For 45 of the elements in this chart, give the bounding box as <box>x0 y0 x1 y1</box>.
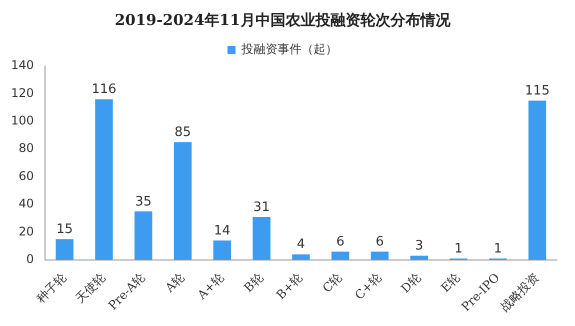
bar <box>134 211 152 260</box>
bar <box>370 252 389 260</box>
data-label: 35 <box>135 194 152 210</box>
y-tick-label: 120 <box>11 86 34 100</box>
x-tick-label: 天使轮 <box>72 270 108 306</box>
data-label: 6 <box>376 234 384 250</box>
x-tick-label: 种子轮 <box>34 270 69 306</box>
data-label: 6 <box>336 234 344 250</box>
x-tick-label: B轮 <box>241 270 266 296</box>
data-label: 31 <box>253 200 270 215</box>
x-tick-label: A轮 <box>162 270 188 296</box>
data-label: 115 <box>524 83 550 98</box>
bar <box>56 239 74 260</box>
data-label: 1 <box>454 241 463 256</box>
x-tick-label: B+轮 <box>274 270 306 302</box>
data-label: 15 <box>56 222 73 237</box>
x-tick-label: 战略投资 <box>498 270 542 314</box>
y-tick-label: 40 <box>18 196 34 211</box>
bar <box>528 100 546 260</box>
x-tick-label: C+轮 <box>352 270 384 302</box>
bar <box>174 142 192 260</box>
x-tick-label: E轮 <box>438 270 463 295</box>
y-tick-label: 140 <box>11 58 34 72</box>
bar <box>410 256 428 260</box>
bar <box>95 99 113 260</box>
bar <box>213 240 232 260</box>
chart-title: 2019-2024年11月中国农业投融资轮次分布情况 <box>114 10 452 29</box>
bar <box>292 254 310 260</box>
y-tick-label: 80 <box>18 141 34 156</box>
data-label: 14 <box>214 223 230 238</box>
y-tick-label: 20 <box>18 224 34 238</box>
data-label: 1 <box>494 241 502 256</box>
x-tick-label: C轮 <box>320 270 345 296</box>
x-tick-label: D轮 <box>398 270 424 296</box>
data-label: 3 <box>414 238 424 254</box>
y-tick-label: 60 <box>18 168 34 183</box>
y-tick-label: 0 <box>26 252 34 266</box>
data-label: 116 <box>92 82 116 98</box>
y-tick-label: 100 <box>11 114 34 128</box>
x-tick-label: A+轮 <box>194 270 226 303</box>
bar <box>252 216 270 260</box>
data-label: 4 <box>296 237 306 252</box>
legend-label: 投融资事件（起） <box>240 42 338 56</box>
bar <box>331 252 350 260</box>
data-label: 85 <box>174 125 192 140</box>
